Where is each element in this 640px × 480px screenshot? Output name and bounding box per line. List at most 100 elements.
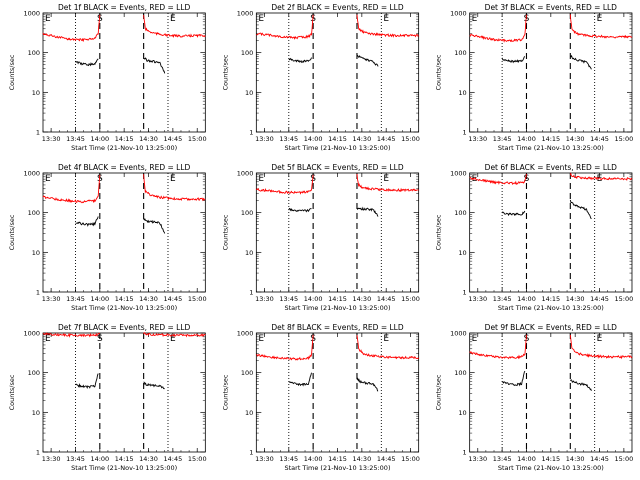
x-tick-label: 14:30 — [139, 455, 158, 463]
chart-title: Det 4f BLACK = Events, RED = LLD — [58, 163, 191, 172]
event-marker-label: S — [524, 14, 530, 24]
lld-series-line — [356, 335, 420, 360]
y-tick-label: 1000 — [450, 10, 467, 18]
x-axis-label: Start Time (21-Nov-10 13:25:00) — [71, 144, 177, 152]
event-marker-label: S — [524, 174, 530, 184]
x-tick-label: 14:00 — [304, 295, 323, 303]
event-marker-label: S — [310, 174, 316, 184]
event-marker-label: E — [258, 14, 264, 24]
lld-series-line — [143, 174, 206, 202]
x-tick-label: 14:30 — [139, 295, 158, 303]
y-axis-label: Counts/sec — [435, 214, 443, 250]
y-tick-label: 10 — [245, 249, 253, 257]
x-tick-label: 15:00 — [188, 455, 207, 463]
x-tick-label: 14:00 — [90, 455, 109, 463]
events-series-line — [288, 372, 312, 387]
chart-title: Det 2f BLACK = Events, RED = LLD — [271, 3, 404, 12]
y-tick-label: 1 — [463, 289, 467, 297]
y-tick-label: 1000 — [23, 10, 40, 18]
lld-series-line — [569, 14, 633, 39]
chart-title: Det 9f BLACK = Events, RED = LLD — [485, 323, 618, 332]
y-tick-label: 1 — [36, 449, 40, 457]
chart-title: Det 3f BLACK = Events, RED = LLD — [485, 3, 618, 12]
y-axis-label: Counts/sec — [221, 214, 229, 250]
lld-series-line — [42, 332, 100, 338]
x-tick-label: 15:00 — [615, 135, 634, 143]
x-axis-label: Start Time (21-Nov-10 13:25:00) — [284, 144, 390, 152]
x-tick-label: 15:00 — [615, 295, 634, 303]
plot-frame — [255, 332, 420, 453]
y-tick-label: 10 — [245, 409, 253, 417]
x-tick-label: 13:45 — [279, 135, 298, 143]
y-tick-label: 100 — [28, 209, 40, 217]
x-tick-label: 13:30 — [255, 135, 274, 143]
plot-frame — [469, 172, 633, 293]
lld-series-line — [469, 14, 527, 43]
y-tick-label: 100 — [28, 49, 40, 57]
event-marker-label: E — [597, 174, 603, 184]
y-tick-label: 1 — [463, 449, 467, 457]
chart-panel: Det 4f BLACK = Events, RED = LLD 1 10 100 10… — [8, 163, 207, 312]
lld-series-line — [42, 174, 101, 204]
x-tick-label: 13:30 — [468, 135, 487, 143]
y-tick-label: 10 — [32, 409, 40, 417]
x-tick-label: 14:30 — [352, 295, 371, 303]
x-axis-label: Start Time (21-Nov-10 13:25:00) — [284, 304, 390, 312]
lld-series-line — [356, 173, 419, 193]
x-tick-label: 14:30 — [352, 455, 371, 463]
plot-frame — [255, 172, 420, 293]
chart-panel: Det 5f BLACK = Events, RED = LLD 1 10 100 10… — [221, 163, 420, 312]
event-marker-label: E — [258, 174, 264, 184]
y-tick-label: 1 — [36, 289, 40, 297]
x-axis-label: Start Time (21-Nov-10 13:25:00) — [71, 304, 177, 312]
y-tick-label: 1 — [249, 449, 253, 457]
event-marker-label: E — [597, 14, 603, 24]
plot-frame — [42, 332, 206, 453]
x-tick-label: 14:45 — [163, 295, 182, 303]
x-tick-label: 14:00 — [304, 135, 323, 143]
y-tick-label: 100 — [454, 209, 466, 217]
event-marker-label: E — [170, 334, 176, 344]
chart-title: Det 8f BLACK = Events, RED = LLD — [271, 323, 404, 332]
event-marker-label: E — [258, 334, 264, 344]
plot-frame — [42, 172, 206, 293]
chart-title: Det 6f BLACK = Events, RED = LLD — [485, 163, 618, 172]
y-tick-label: 10 — [458, 89, 466, 97]
y-tick-label: 10 — [32, 249, 40, 257]
plot-frame — [469, 12, 633, 133]
events-series-line — [143, 381, 165, 390]
event-marker-label: S — [310, 334, 316, 344]
y-tick-label: 10 — [458, 249, 466, 257]
x-tick-label: 14:00 — [517, 295, 536, 303]
chart-panel: Det 7f BLACK = Events, RED = LLD 1 10 100 10… — [8, 323, 207, 472]
y-axis-label: Counts/sec — [8, 374, 16, 410]
x-tick-label: 15:00 — [401, 455, 420, 463]
events-series-line — [356, 377, 379, 392]
lld-series-line — [255, 174, 314, 195]
x-tick-label: 13:30 — [468, 455, 487, 463]
y-tick-label: 1 — [463, 129, 467, 137]
y-tick-label: 100 — [241, 369, 253, 377]
x-tick-label: 15:00 — [188, 295, 207, 303]
lld-series-line — [143, 332, 206, 338]
event-marker-label: E — [45, 174, 51, 184]
event-marker-label: S — [97, 334, 103, 344]
x-tick-label: 14:00 — [90, 295, 109, 303]
x-tick-label: 14:00 — [304, 455, 323, 463]
y-tick-label: 100 — [28, 369, 40, 377]
y-tick-label: 1000 — [237, 330, 254, 338]
events-series-line — [75, 58, 99, 67]
x-tick-label: 14:45 — [377, 135, 396, 143]
x-tick-label: 13:45 — [66, 455, 85, 463]
x-tick-label: 13:30 — [255, 295, 274, 303]
chart-title: Det 7f BLACK = Events, RED = LLD — [58, 323, 191, 332]
x-tick-label: 14:00 — [90, 135, 109, 143]
x-axis-label: Start Time (21-Nov-10 13:25:00) — [498, 304, 604, 312]
event-marker-label: E — [170, 174, 176, 184]
y-axis-label: Counts/sec — [435, 54, 443, 90]
x-tick-label: 14:15 — [115, 295, 134, 303]
x-tick-label: 13:30 — [468, 295, 487, 303]
y-tick-label: 10 — [245, 89, 253, 97]
event-marker-label: S — [524, 334, 530, 344]
